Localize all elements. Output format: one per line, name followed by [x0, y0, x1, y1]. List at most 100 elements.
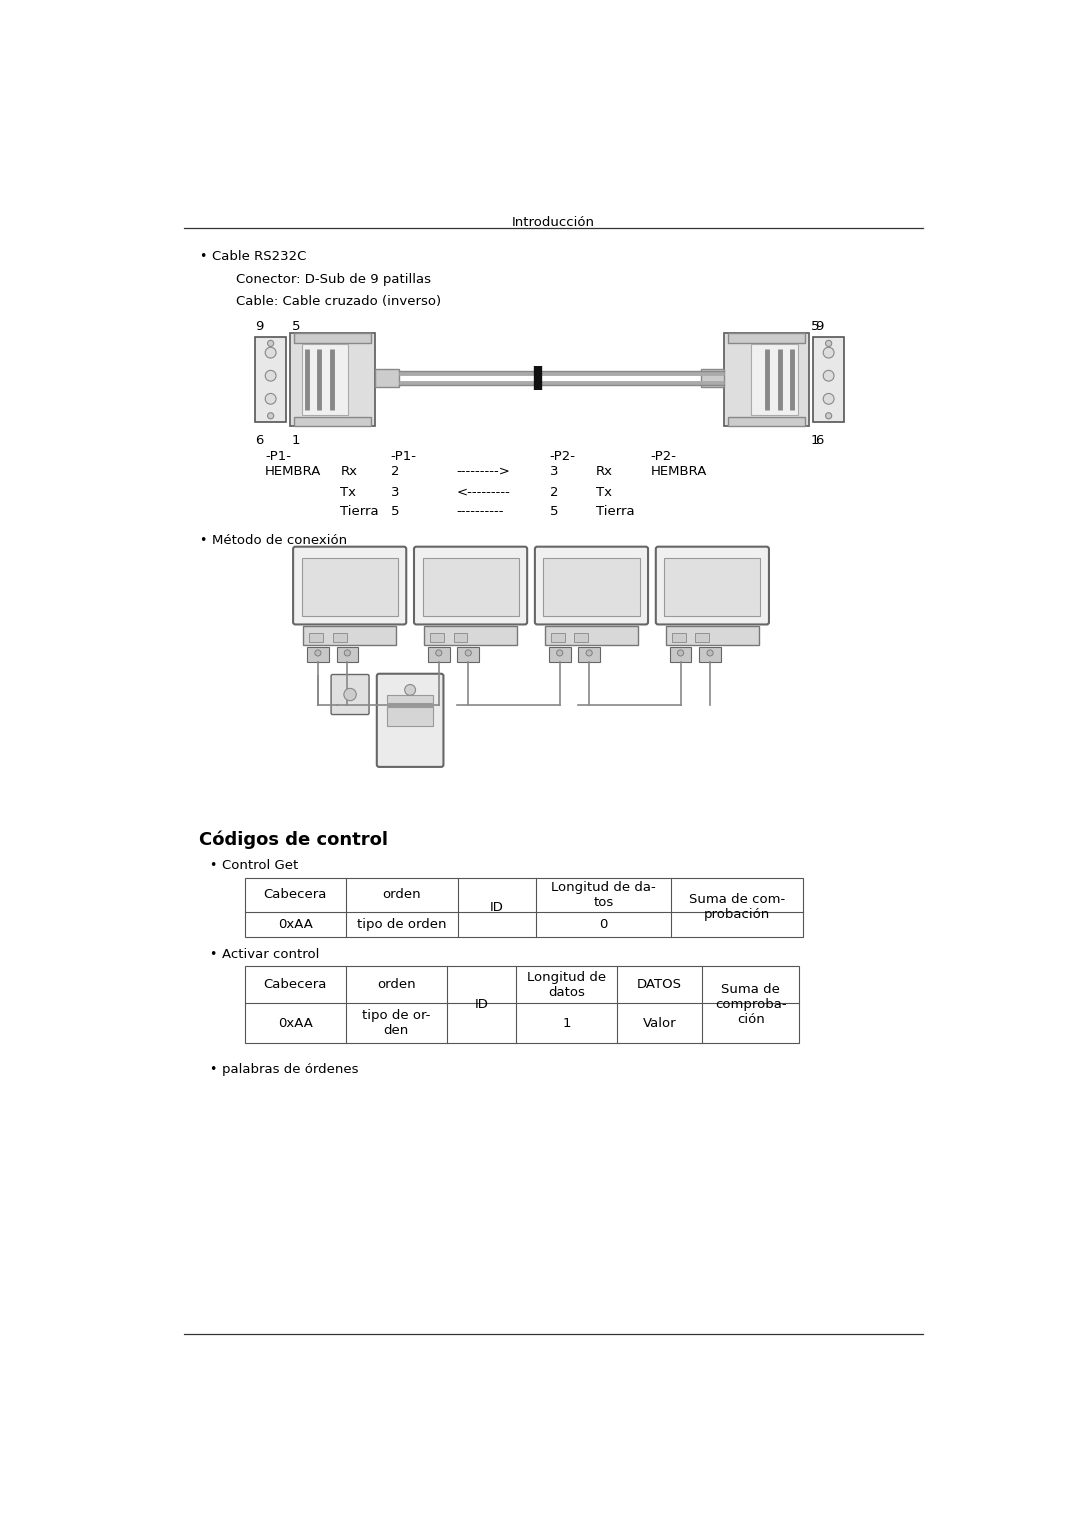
Text: HEMBRA: HEMBRA — [650, 466, 706, 478]
Circle shape — [556, 651, 563, 657]
FancyBboxPatch shape — [656, 547, 769, 625]
Bar — [751, 344, 798, 415]
Circle shape — [405, 684, 416, 695]
Text: Tx: Tx — [340, 486, 356, 499]
Bar — [696, 632, 710, 643]
Bar — [813, 337, 845, 421]
Text: 0xAA: 0xAA — [278, 1017, 313, 1029]
Bar — [666, 626, 759, 646]
Text: 5: 5 — [550, 505, 558, 518]
Text: 2: 2 — [391, 466, 400, 478]
Bar — [301, 559, 397, 615]
Text: <---------: <--------- — [457, 486, 511, 499]
Bar — [291, 333, 375, 426]
Text: -P1-: -P1- — [391, 449, 417, 463]
Text: Longitud de
datos: Longitud de datos — [527, 971, 606, 999]
Text: Longitud de da-
tos: Longitud de da- tos — [551, 881, 656, 909]
Bar — [245, 878, 804, 938]
Circle shape — [343, 689, 356, 701]
Text: Suma de com-
probación: Suma de com- probación — [689, 893, 785, 921]
Text: -P2-: -P2- — [550, 449, 576, 463]
Bar — [551, 632, 565, 643]
Text: Cable RS232C: Cable RS232C — [213, 250, 307, 263]
Text: 3: 3 — [550, 466, 558, 478]
Bar — [294, 333, 372, 342]
Bar — [387, 705, 433, 715]
Bar — [543, 559, 639, 615]
Circle shape — [345, 651, 350, 657]
Text: Códigos de control: Códigos de control — [199, 831, 388, 849]
Text: •: • — [208, 1063, 216, 1077]
Text: Tx: Tx — [596, 486, 612, 499]
Text: Introducción: Introducción — [512, 215, 595, 229]
Circle shape — [823, 394, 834, 405]
Circle shape — [465, 651, 471, 657]
Bar — [387, 695, 433, 702]
Bar — [387, 707, 433, 727]
Bar — [301, 344, 348, 415]
Text: Conector: D-Sub de 9 patillas: Conector: D-Sub de 9 patillas — [235, 273, 431, 287]
Circle shape — [268, 412, 273, 418]
Bar — [728, 417, 806, 426]
Text: •: • — [208, 948, 216, 960]
Text: Tierra: Tierra — [340, 505, 379, 518]
Text: 6: 6 — [814, 434, 823, 447]
Text: Control Get: Control Get — [221, 860, 298, 872]
Circle shape — [266, 347, 276, 357]
Text: ----------: ---------- — [457, 505, 504, 518]
FancyBboxPatch shape — [332, 675, 369, 715]
Bar — [545, 626, 638, 646]
Text: Rx: Rx — [340, 466, 357, 478]
Bar — [337, 647, 359, 663]
Text: 5: 5 — [811, 321, 820, 333]
Bar — [424, 626, 517, 646]
Bar — [724, 333, 809, 426]
Text: •: • — [199, 250, 206, 263]
Bar — [307, 647, 328, 663]
FancyBboxPatch shape — [293, 547, 406, 625]
Circle shape — [435, 651, 442, 657]
Circle shape — [823, 371, 834, 382]
FancyBboxPatch shape — [414, 547, 527, 625]
Circle shape — [825, 412, 832, 418]
Text: tipo de orden: tipo de orden — [357, 918, 447, 931]
Bar — [458, 647, 480, 663]
Text: DATOS: DATOS — [637, 979, 683, 991]
Circle shape — [266, 394, 276, 405]
Bar — [430, 632, 444, 643]
Circle shape — [314, 651, 321, 657]
Bar — [728, 333, 806, 342]
Bar — [454, 632, 468, 643]
Text: Valor: Valor — [643, 1017, 676, 1029]
Text: 9: 9 — [814, 321, 823, 333]
Text: orden: orden — [382, 889, 421, 901]
Text: ID: ID — [490, 901, 504, 915]
Text: Método de conexión: Método de conexión — [213, 533, 348, 547]
Bar — [422, 559, 518, 615]
Text: 1: 1 — [292, 434, 300, 447]
Bar — [255, 337, 286, 421]
Text: palabras de órdenes: palabras de órdenes — [221, 1063, 359, 1077]
Bar — [549, 647, 570, 663]
Text: Cabecera: Cabecera — [264, 979, 327, 991]
Circle shape — [677, 651, 684, 657]
Text: -P1-: -P1- — [266, 449, 292, 463]
Text: HEMBRA: HEMBRA — [266, 466, 322, 478]
Text: 6: 6 — [255, 434, 264, 447]
Bar — [333, 632, 347, 643]
Text: --------->: ---------> — [457, 466, 511, 478]
Text: tipo de or-
den: tipo de or- den — [362, 1009, 430, 1037]
Circle shape — [823, 347, 834, 357]
Text: Cabecera: Cabecera — [264, 889, 327, 901]
Bar — [672, 632, 686, 643]
Text: -P2-: -P2- — [650, 449, 676, 463]
Text: 1: 1 — [811, 434, 820, 447]
Bar — [294, 417, 372, 426]
Circle shape — [825, 341, 832, 347]
FancyBboxPatch shape — [535, 547, 648, 625]
Text: 9: 9 — [255, 321, 264, 333]
Bar — [575, 632, 589, 643]
Bar — [701, 370, 724, 388]
Text: 5: 5 — [292, 321, 300, 333]
Bar — [578, 647, 600, 663]
